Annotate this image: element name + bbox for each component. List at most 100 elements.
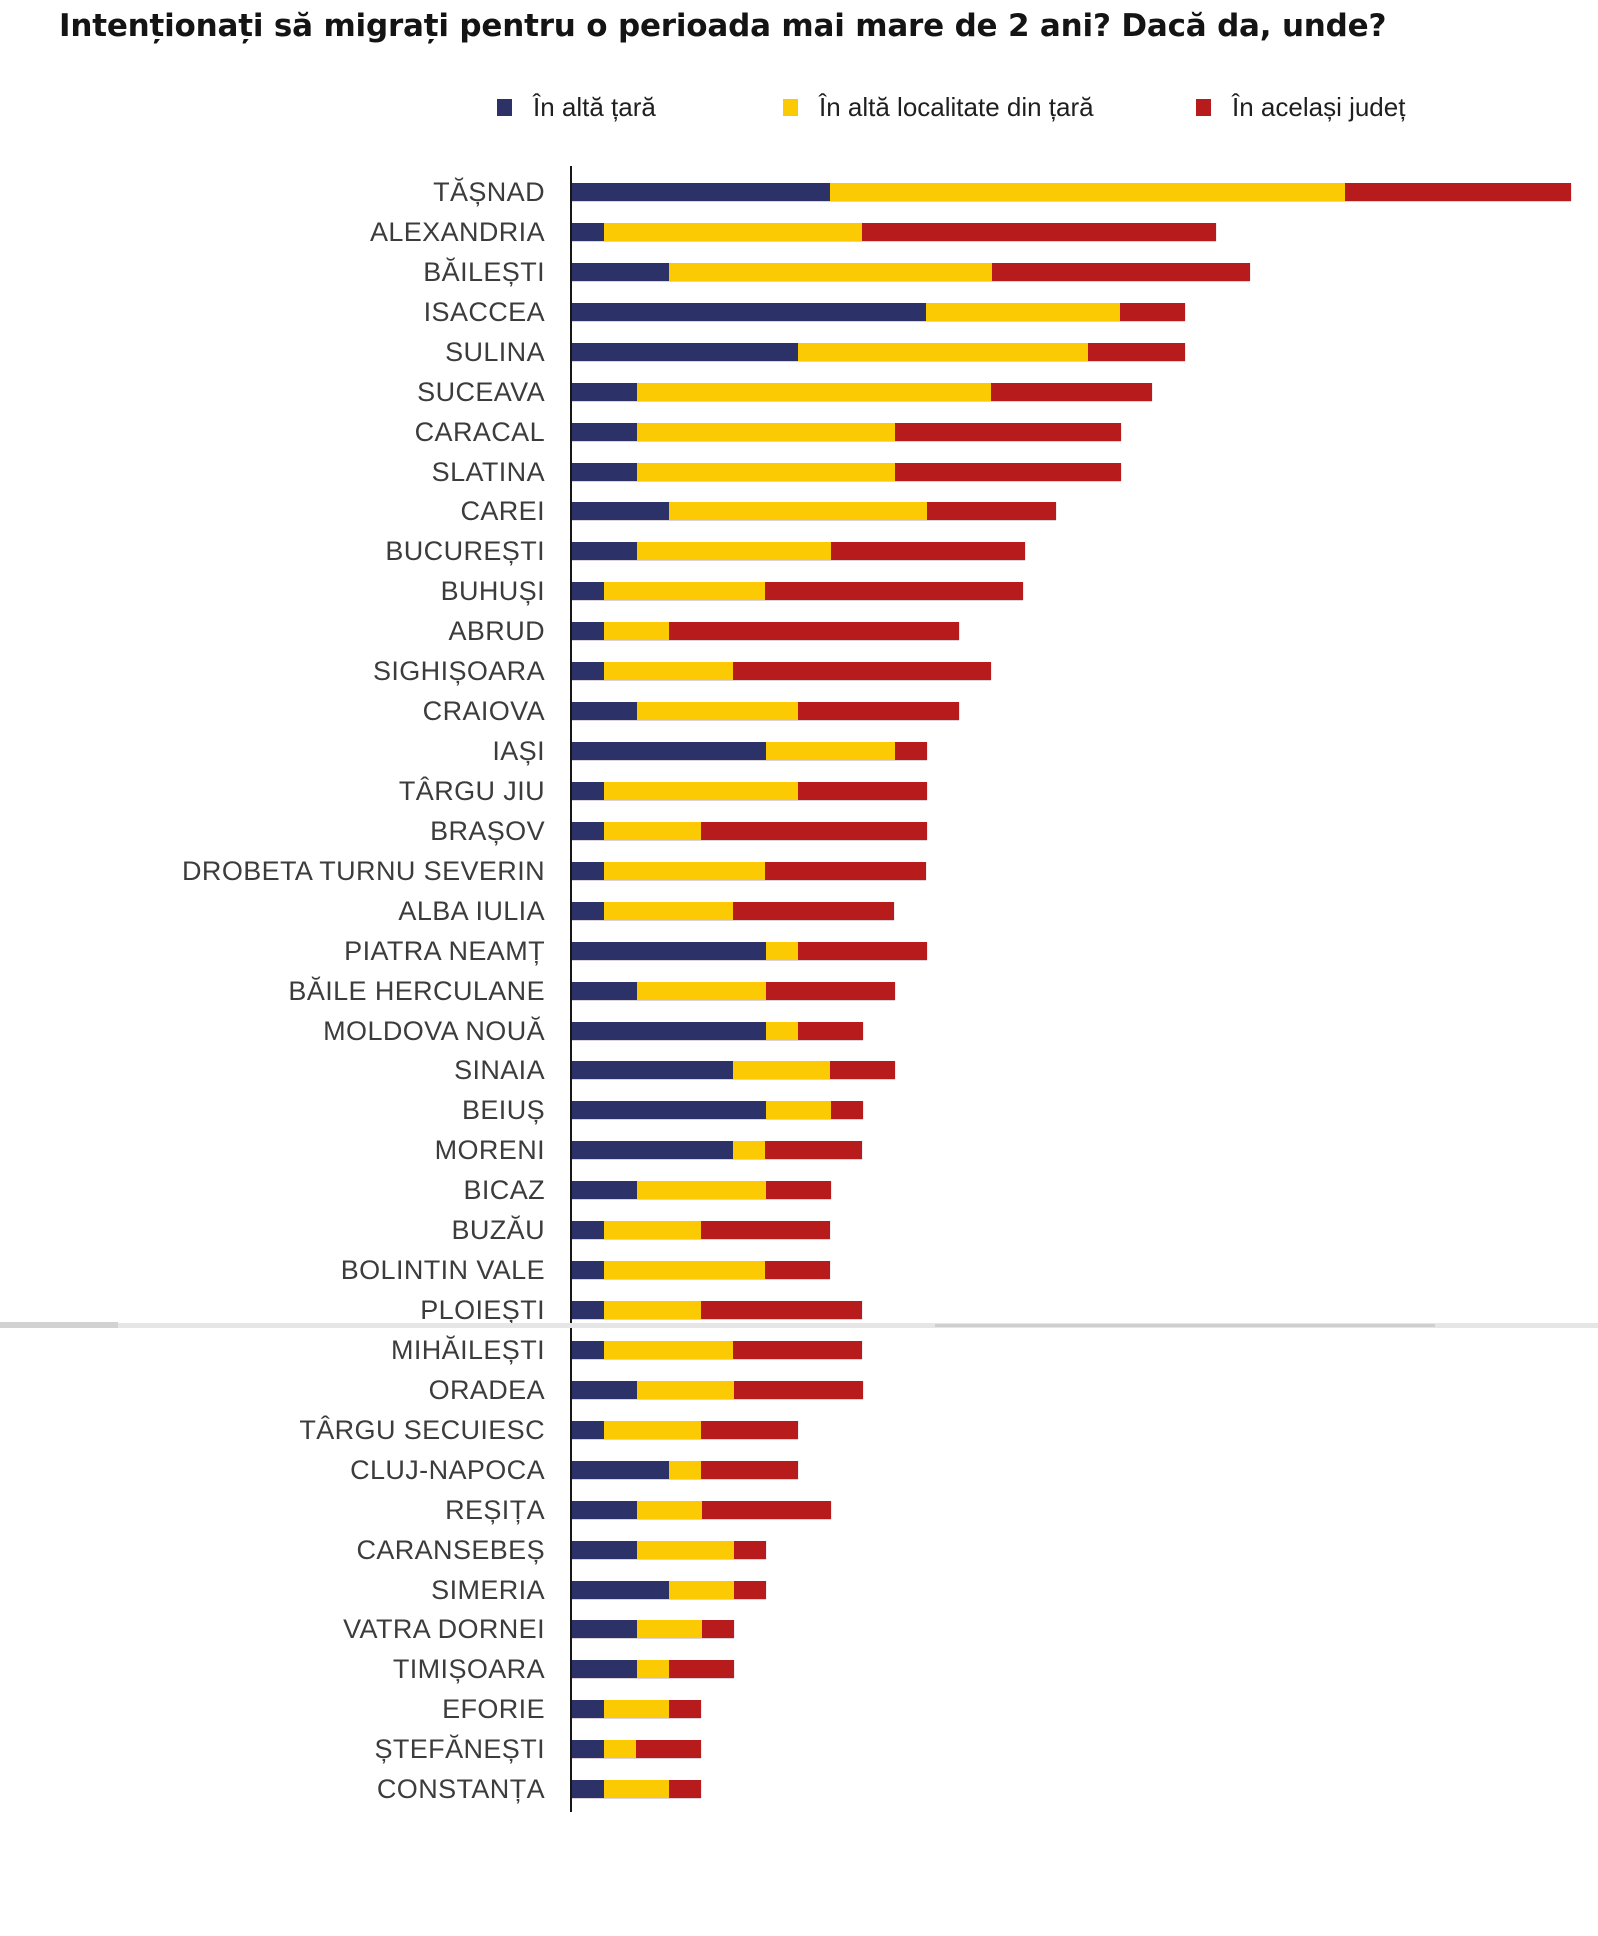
category-label: EFORIE <box>442 1694 545 1725</box>
bar-segment-tara <box>572 662 604 681</box>
category-label: BUCUREȘTI <box>385 536 545 567</box>
bar-segment-tara <box>572 901 604 920</box>
bar-segment-tara <box>572 1061 733 1080</box>
bar-segment-tara <box>572 1380 637 1399</box>
bar-segment-localitate <box>637 462 895 481</box>
category-label: BUHUȘI <box>440 576 545 607</box>
chart-title: Intenționați să migrați pentru o perioad… <box>59 8 1387 44</box>
bar-segment-judet <box>992 262 1250 281</box>
category-label: MORENI <box>434 1135 545 1166</box>
legend-item-tara: În altă țară <box>497 92 656 122</box>
bar-segment-judet <box>766 1181 831 1200</box>
category-label: SIGHIȘOARA <box>372 656 545 687</box>
bar-segment-judet <box>895 422 1121 441</box>
bar-segment-judet <box>701 821 927 840</box>
bar-segment-tara <box>572 941 766 960</box>
bar-segment-judet <box>669 1700 701 1719</box>
bar-segment-judet <box>702 1620 734 1639</box>
bar-segment-localitate <box>637 1660 669 1679</box>
bar-segment-localitate <box>604 1221 701 1240</box>
bar-segment-tara <box>572 1141 733 1160</box>
bar-segment-localitate <box>637 382 991 401</box>
bar-segment-localitate <box>637 1540 734 1559</box>
bar-segment-tara <box>572 422 637 441</box>
category-label: BĂILE HERCULANE <box>288 975 545 1006</box>
category-label: BICAZ <box>463 1175 545 1206</box>
legend-item-localitate: În altă localitate din țară <box>783 92 1094 122</box>
category-label: ALBA IULIA <box>398 895 545 926</box>
bar-segment-localitate <box>669 502 927 521</box>
bar-segment-tara <box>572 742 766 761</box>
category-label: SINAIA <box>454 1055 545 1086</box>
seam-band-left <box>0 1322 118 1328</box>
bar-segment-tara <box>572 1101 766 1120</box>
category-label: SULINA <box>445 336 545 367</box>
bar-segment-judet <box>798 1021 863 1040</box>
bar-segment-judet <box>1345 183 1571 201</box>
category-label: CRAIOVA <box>422 696 545 727</box>
bar-segment-judet <box>991 382 1152 401</box>
bar-segment-localitate <box>637 422 895 441</box>
bar-segment-localitate <box>766 1021 798 1040</box>
bar-segment-judet <box>765 1141 862 1160</box>
bar-segment-localitate <box>604 662 733 681</box>
bar-segment-localitate <box>604 222 862 241</box>
bar-segment-judet <box>831 542 1025 561</box>
legend-label: În altă localitate din țară <box>819 91 1094 122</box>
bar-segment-tara <box>572 1021 766 1040</box>
category-label: CARANSEBEȘ <box>356 1534 545 1565</box>
bar-segment-tara <box>572 622 604 641</box>
bar-segment-localitate <box>766 742 895 761</box>
bar-segment-judet <box>701 1301 862 1320</box>
bar-segment-judet <box>830 1061 895 1080</box>
bar-segment-localitate <box>604 821 701 840</box>
bar-segment-localitate <box>669 262 992 281</box>
legend-swatch-judet <box>1196 98 1211 116</box>
bar-segment-tara <box>572 1460 669 1479</box>
legend: În altă țară În altă localitate din țară Î… <box>0 92 1598 126</box>
bar-segment-localitate <box>637 542 831 561</box>
bar-segment-tara <box>572 542 637 561</box>
category-label: TÂRGU SECUIESC <box>299 1414 545 1445</box>
bar-segment-tara <box>572 1780 604 1799</box>
legend-label: În altă țară <box>533 91 656 122</box>
bar-segment-localitate <box>637 1500 702 1519</box>
bar-segment-judet <box>1120 302 1185 321</box>
category-label: BĂILEȘTI <box>423 256 545 287</box>
category-label: BEIUȘ <box>461 1095 545 1126</box>
bar-segment-tara <box>572 222 604 241</box>
bar-segment-tara <box>572 1500 637 1519</box>
bar-segment-tara <box>572 1420 604 1439</box>
bar-segment-localitate <box>637 702 798 721</box>
bar-segment-localitate <box>733 1141 765 1160</box>
bar-segment-judet <box>766 981 895 1000</box>
bar-segment-judet <box>798 781 927 800</box>
category-label: PLOIEȘTI <box>420 1295 545 1326</box>
category-label: REȘIȚA <box>445 1494 545 1525</box>
category-label: SUCEAVA <box>417 376 545 407</box>
category-label: ABRUD <box>448 616 545 647</box>
bar-segment-localitate <box>926 302 1120 321</box>
bar-segment-tara <box>572 502 669 521</box>
bar-segment-tara <box>572 582 604 601</box>
category-label: TÂRGU JIU <box>398 775 545 806</box>
bar-segment-localitate <box>604 1301 701 1320</box>
bar-segment-localitate <box>669 1580 734 1599</box>
bar-segment-tara <box>572 1540 637 1559</box>
bar-segment-tara <box>572 183 830 201</box>
bar-segment-localitate <box>830 183 1345 201</box>
bar-segment-judet <box>765 582 1023 601</box>
bar-segment-tara <box>572 382 637 401</box>
bar-segment-judet <box>669 1780 701 1799</box>
bar-segment-localitate <box>637 1181 766 1200</box>
bar-segment-judet <box>862 222 1216 241</box>
bar-segment-tara <box>572 302 926 321</box>
bar-segment-judet <box>798 941 927 960</box>
bar-segment-judet <box>701 1221 830 1240</box>
bar-segment-localitate <box>604 622 669 641</box>
bar-segment-localitate <box>604 861 765 880</box>
bar-segment-tara <box>572 1221 604 1240</box>
category-label: ISACCEA <box>423 296 545 327</box>
bar-segment-tara <box>572 462 637 481</box>
